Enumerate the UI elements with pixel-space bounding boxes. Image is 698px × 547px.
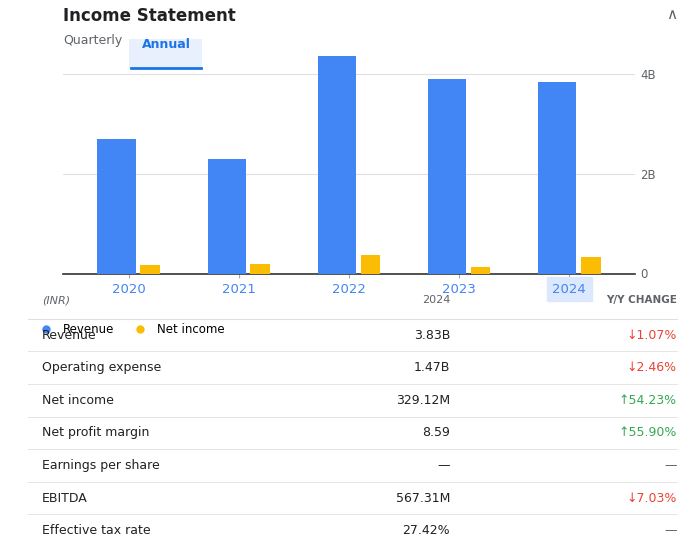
Text: Income Statement: Income Statement [63,7,235,25]
Text: ↓2.46%: ↓2.46% [627,361,677,374]
Legend: Revenue, Net income: Revenue, Net income [34,323,224,336]
Text: Operating expense: Operating expense [42,361,161,374]
Text: ∧: ∧ [666,7,677,21]
Bar [581,257,600,274]
Text: 567.31M: 567.31M [396,492,450,505]
Text: Quarterly: Quarterly [63,34,122,47]
Text: 1.47B: 1.47B [414,361,450,374]
Text: —: — [664,459,677,472]
Bar [140,265,161,274]
Bar [251,264,270,274]
Text: Revenue: Revenue [42,329,96,342]
Text: Annual: Annual [142,38,191,51]
Text: —: — [438,459,450,472]
Text: ↑54.23%: ↑54.23% [619,394,677,407]
Text: ↑55.90%: ↑55.90% [618,427,677,439]
Bar [207,159,246,274]
Bar [98,138,136,274]
Bar [318,56,356,274]
Bar [361,254,380,274]
Text: Earnings per share: Earnings per share [42,459,160,472]
Text: Net profit margin: Net profit margin [42,427,149,439]
Text: EBITDA: EBITDA [42,492,88,505]
Text: Effective tax rate: Effective tax rate [42,524,151,537]
Text: —: — [664,524,677,537]
Text: 8.59: 8.59 [422,427,450,439]
Bar [428,79,466,274]
Text: 27.42%: 27.42% [403,524,450,537]
Text: ↓1.07%: ↓1.07% [627,329,677,342]
Text: ↓7.03%: ↓7.03% [627,492,677,505]
Text: Net income: Net income [42,394,114,407]
Text: Y/Y CHANGE: Y/Y CHANGE [606,295,677,305]
Text: 329.12M: 329.12M [396,394,450,407]
Text: 3.83B: 3.83B [414,329,450,342]
Text: (INR): (INR) [42,295,70,305]
Bar [470,267,491,274]
Bar [537,82,577,274]
Text: 2024: 2024 [422,295,450,305]
